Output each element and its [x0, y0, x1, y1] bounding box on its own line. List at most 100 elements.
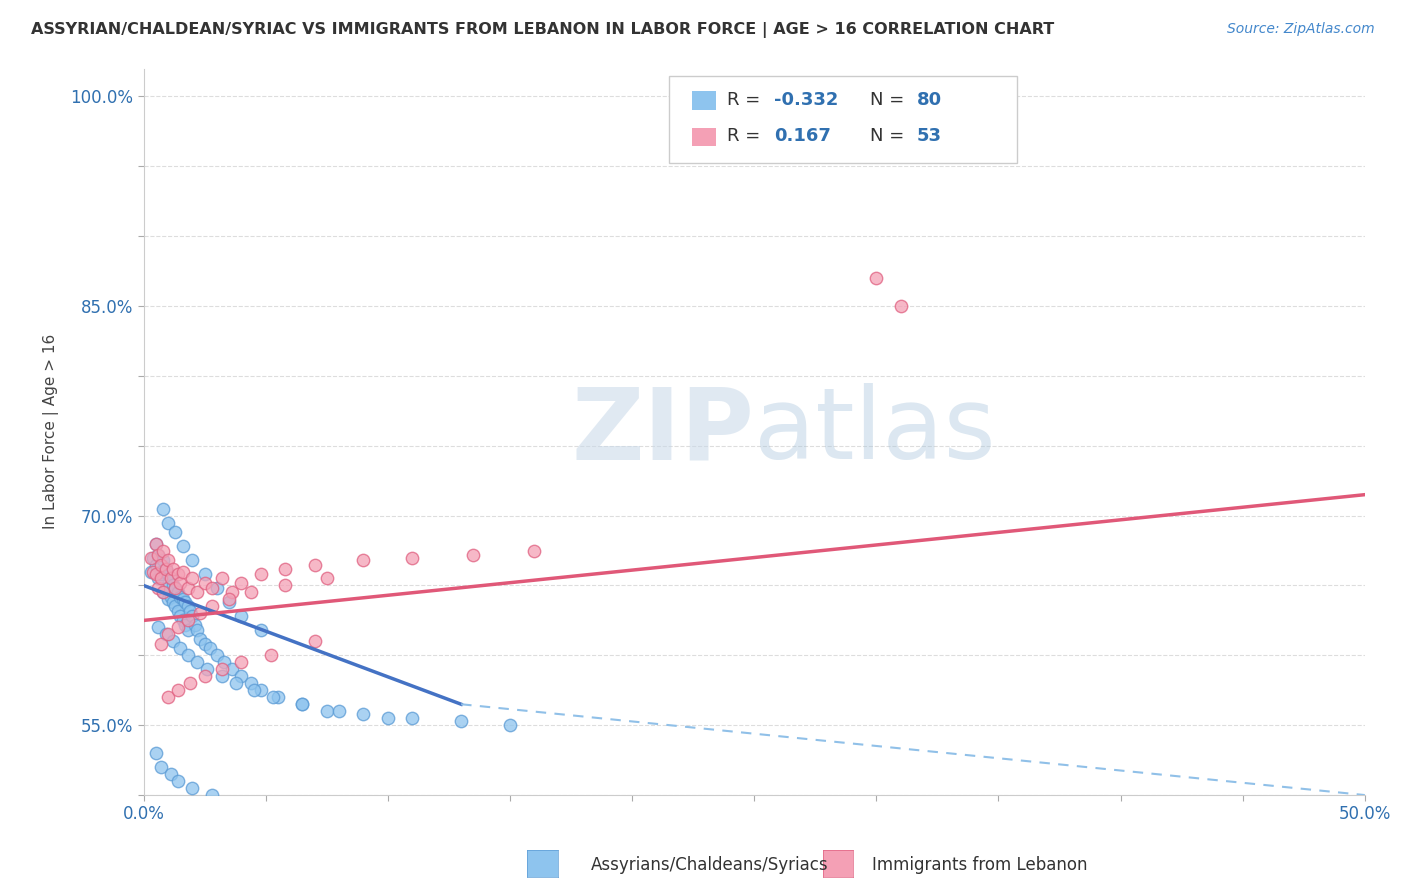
Point [145, 567, 167, 582]
Point [231, 656, 253, 670]
Point [194, 669, 217, 683]
Point [169, 609, 191, 624]
Point [211, 662, 233, 676]
Point [139, 565, 162, 579]
Point [499, 718, 522, 732]
Point [205, 648, 228, 663]
Point [250, 567, 273, 582]
Point [155, 582, 177, 596]
Point [169, 590, 191, 604]
Point [328, 704, 350, 718]
Point [162, 562, 184, 576]
Point [149, 558, 172, 572]
Text: N =: N = [870, 127, 910, 145]
Point [304, 558, 326, 572]
Point [149, 572, 172, 586]
Point [181, 609, 204, 624]
Point [165, 525, 187, 540]
Point [195, 662, 218, 676]
Point [172, 540, 194, 554]
Point [159, 572, 181, 586]
Point [157, 627, 180, 641]
Point [174, 617, 197, 632]
Point [188, 607, 211, 621]
Point [315, 572, 337, 586]
Point [162, 595, 184, 609]
Point [188, 632, 211, 646]
Point [231, 575, 253, 590]
Point [149, 760, 172, 774]
Point [157, 516, 180, 530]
Point [152, 553, 174, 567]
Point [291, 698, 314, 712]
Point [181, 780, 204, 795]
Point [201, 788, 224, 802]
Point [450, 714, 472, 728]
Point [157, 592, 180, 607]
Point [353, 706, 375, 721]
Point [250, 683, 273, 698]
Point [165, 582, 187, 596]
Text: R =: R = [727, 127, 766, 145]
Point [166, 683, 188, 698]
Text: 80: 80 [917, 91, 942, 109]
Point [218, 595, 240, 609]
Point [145, 536, 167, 550]
Point [166, 567, 188, 582]
Point [155, 562, 177, 576]
Point [157, 567, 180, 582]
Point [194, 637, 217, 651]
Point [262, 690, 284, 705]
Point [148, 572, 170, 586]
Point [166, 585, 188, 599]
Text: atlas: atlas [754, 384, 995, 480]
Point [148, 620, 170, 634]
Point [186, 656, 208, 670]
Point [176, 582, 198, 596]
Point [166, 604, 188, 618]
Point [218, 592, 240, 607]
Point [149, 565, 172, 579]
Point [176, 623, 198, 637]
Point [198, 641, 221, 656]
Point [194, 575, 217, 590]
Point [201, 599, 224, 614]
FancyBboxPatch shape [692, 92, 717, 110]
Point [231, 609, 253, 624]
Point [159, 590, 181, 604]
Point [242, 683, 264, 698]
Point [155, 627, 177, 641]
Point [149, 567, 172, 582]
Text: N =: N = [870, 91, 910, 109]
Point [152, 543, 174, 558]
Text: 53: 53 [917, 127, 942, 145]
Point [148, 548, 170, 562]
Point [145, 536, 167, 550]
Point [172, 592, 194, 607]
Point [152, 585, 174, 599]
Point [155, 562, 177, 576]
Point [240, 585, 263, 599]
Point [139, 550, 162, 565]
Text: Assyrians/Chaldeans/Syriacs: Assyrians/Chaldeans/Syriacs [591, 855, 828, 873]
Point [211, 669, 233, 683]
Point [240, 676, 263, 690]
Point [231, 669, 253, 683]
Point [205, 582, 228, 596]
Point [148, 582, 170, 596]
Point [174, 595, 197, 609]
Point [159, 767, 181, 781]
Point [291, 698, 314, 712]
Point [259, 648, 281, 663]
Point [865, 271, 887, 285]
Point [267, 690, 290, 705]
Point [176, 599, 198, 614]
Point [145, 746, 167, 760]
Point [304, 634, 326, 648]
FancyBboxPatch shape [669, 76, 1017, 163]
Point [169, 575, 191, 590]
Point [401, 550, 423, 565]
Point [201, 582, 224, 596]
Text: ZIP: ZIP [571, 384, 754, 480]
Point [162, 634, 184, 648]
